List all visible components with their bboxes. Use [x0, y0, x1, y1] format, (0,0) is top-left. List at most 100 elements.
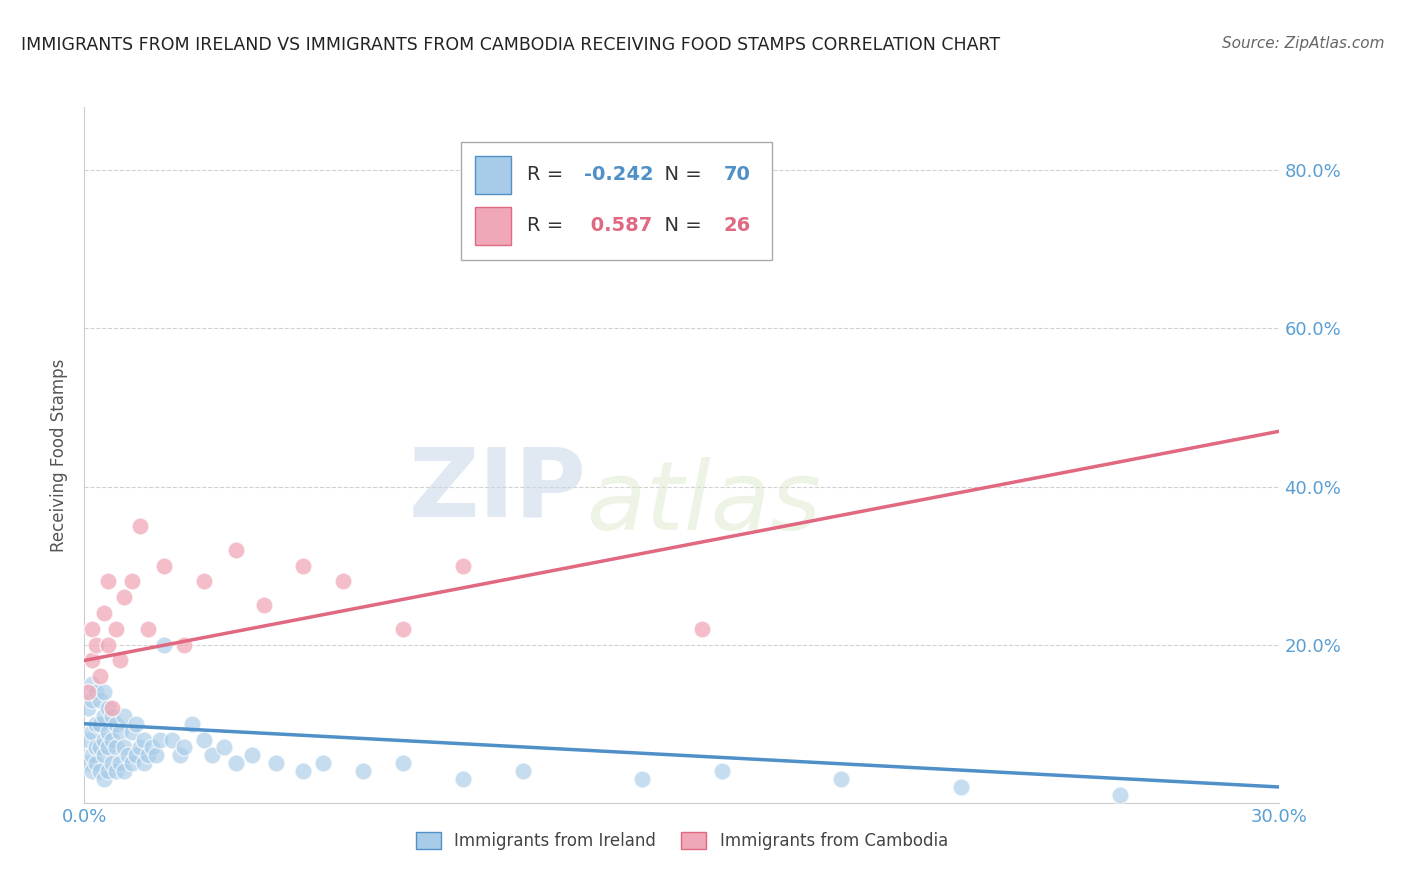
Point [292, 558, 315, 573]
Point [129, 740, 152, 755]
Point [82, 693, 104, 707]
Point [121, 724, 143, 739]
Point [93, 685, 115, 699]
Point [352, 764, 374, 779]
Point [101, 701, 124, 715]
Point [112, 591, 135, 605]
Point [949, 780, 972, 794]
Point [212, 740, 235, 755]
Point [551, 227, 574, 241]
Point [93, 606, 115, 620]
Point [193, 574, 215, 589]
Point [149, 732, 172, 747]
Point [153, 638, 176, 652]
Text: N =: N = [652, 216, 709, 235]
Point [173, 740, 195, 755]
Point [97, 740, 120, 755]
Point [86, 685, 108, 699]
Legend: Immigrants from Ireland, Immigrants from Cambodia: Immigrants from Ireland, Immigrants from… [409, 826, 955, 857]
Point [136, 748, 159, 763]
Point [125, 716, 148, 731]
Point [264, 756, 287, 771]
Point [82, 622, 104, 636]
Point [77, 732, 100, 747]
Point [193, 732, 215, 747]
Text: 26: 26 [724, 216, 751, 235]
Text: N =: N = [652, 165, 709, 184]
Point [105, 716, 128, 731]
Point [512, 764, 534, 779]
Point [145, 748, 167, 763]
Point [112, 740, 135, 755]
Point [97, 638, 120, 652]
Point [253, 598, 276, 612]
Point [136, 622, 159, 636]
Point [77, 701, 100, 715]
FancyBboxPatch shape [461, 142, 772, 260]
Point [110, 653, 132, 667]
Point [141, 740, 163, 755]
Point [93, 708, 115, 723]
Point [93, 732, 115, 747]
Point [89, 669, 111, 683]
Point [129, 519, 152, 533]
Point [332, 574, 354, 589]
Point [153, 558, 176, 573]
Point [86, 716, 108, 731]
Point [97, 574, 120, 589]
Point [105, 740, 128, 755]
Point [112, 708, 135, 723]
Point [101, 732, 124, 747]
Text: Source: ZipAtlas.com: Source: ZipAtlas.com [1222, 36, 1385, 51]
Point [93, 772, 115, 786]
Point [201, 748, 224, 763]
Point [169, 748, 191, 763]
Point [112, 764, 135, 779]
Point [160, 732, 183, 747]
Point [82, 653, 104, 667]
Point [86, 756, 108, 771]
Bar [475, 207, 510, 244]
Point [93, 748, 115, 763]
Point [97, 764, 120, 779]
Point [830, 772, 852, 786]
Point [225, 542, 247, 557]
Point [451, 772, 474, 786]
Point [97, 701, 120, 715]
Point [710, 764, 733, 779]
Point [292, 764, 315, 779]
Point [132, 756, 156, 771]
Text: R =: R = [527, 165, 569, 184]
Y-axis label: Receiving Food Stamps: Receiving Food Stamps [51, 359, 69, 551]
Point [101, 756, 124, 771]
Point [132, 732, 156, 747]
Point [82, 764, 104, 779]
Bar [475, 156, 510, 194]
Point [690, 622, 713, 636]
Point [240, 748, 263, 763]
Point [110, 756, 132, 771]
Point [105, 622, 128, 636]
Point [181, 716, 204, 731]
Point [117, 748, 139, 763]
Point [97, 724, 120, 739]
Point [121, 756, 143, 771]
Point [110, 724, 132, 739]
Point [89, 764, 111, 779]
Point [121, 574, 143, 589]
Point [89, 693, 111, 707]
Point [101, 708, 124, 723]
Point [105, 764, 128, 779]
Text: -0.242: -0.242 [583, 165, 654, 184]
Point [392, 622, 415, 636]
Point [82, 724, 104, 739]
Text: R =: R = [527, 216, 569, 235]
Point [631, 772, 654, 786]
Text: 0.587: 0.587 [583, 216, 652, 235]
Point [312, 756, 335, 771]
Point [89, 716, 111, 731]
Text: 70: 70 [724, 165, 751, 184]
Point [225, 756, 247, 771]
Point [392, 756, 415, 771]
Text: IMMIGRANTS FROM IRELAND VS IMMIGRANTS FROM CAMBODIA RECEIVING FOOD STAMPS CORREL: IMMIGRANTS FROM IRELAND VS IMMIGRANTS FR… [21, 36, 1000, 54]
